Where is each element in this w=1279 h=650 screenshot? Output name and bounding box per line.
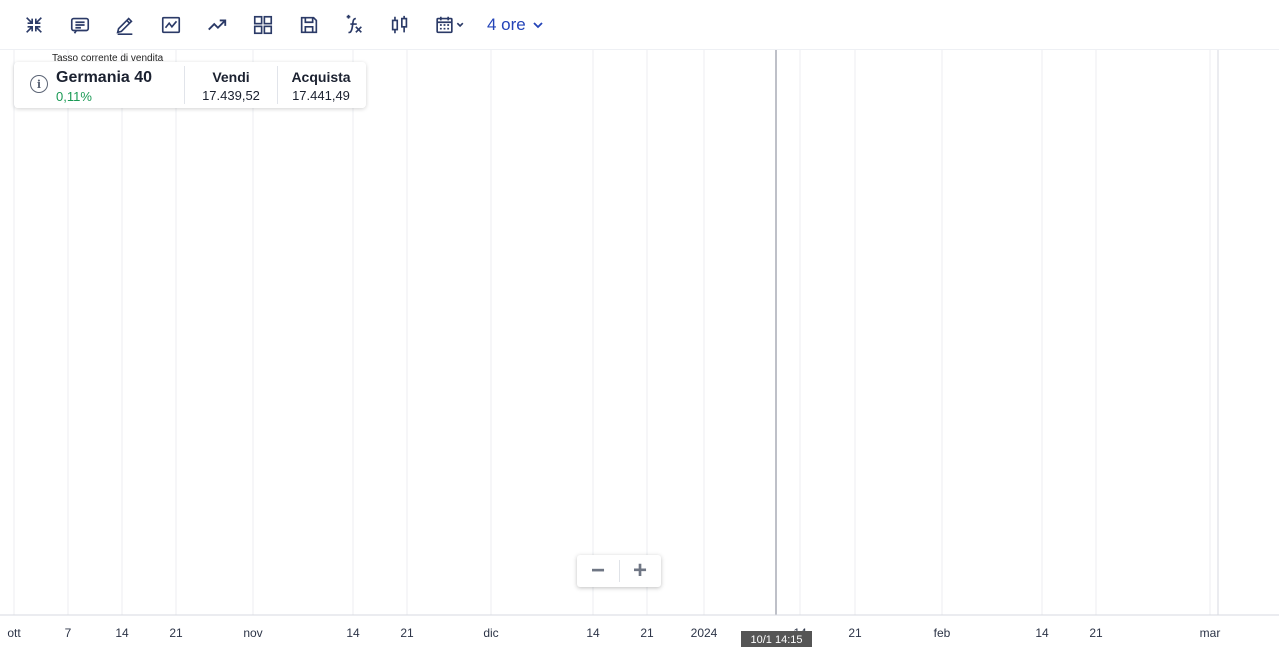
time-tick-label: dic: [483, 626, 498, 640]
crosshair-time-tag: 10/1 14:15: [751, 634, 803, 646]
notes-icon[interactable]: [63, 8, 97, 42]
panel-divider: [277, 66, 278, 104]
buy-label: Acquista: [291, 69, 351, 85]
time-tick-label: nov: [243, 626, 262, 640]
save-icon[interactable]: [292, 8, 326, 42]
time-tick-label: 21: [848, 626, 862, 640]
time-tick-label: 2024: [691, 626, 718, 640]
line-chart-icon[interactable]: [154, 8, 188, 42]
timeframe-label: 4 ore: [487, 15, 526, 34]
price-axis-bg: [1218, 50, 1279, 650]
calendar-icon[interactable]: [430, 8, 470, 42]
time-tick-label: ott: [7, 626, 21, 640]
chevron-down-icon: [533, 22, 543, 29]
instrument-name: Germania 40: [56, 69, 153, 86]
time-tick-label: 14: [1035, 626, 1049, 640]
time-tick-label: feb: [934, 626, 951, 640]
time-tick-label: 14: [346, 626, 360, 640]
zoom-in-button[interactable]: +: [632, 557, 647, 584]
time-tick-label: 14: [586, 626, 600, 640]
time-axis-bg: [0, 615, 1279, 650]
instrument-change: 0,11%: [56, 89, 92, 104]
zoom-out-button[interactable]: −: [590, 557, 605, 584]
draw-icon[interactable]: [108, 8, 142, 42]
info-icon[interactable]: i: [30, 75, 48, 93]
trend-icon[interactable]: [200, 8, 234, 42]
price-chart[interactable]: 14.735,0015.156,0015.577,0015.998,0016.4…: [0, 50, 1279, 650]
time-tick-label: 7: [65, 626, 72, 640]
candles-icon[interactable]: [383, 8, 417, 42]
chart-toolbar: 4 ore: [0, 0, 1279, 50]
time-tick-label: 21: [400, 626, 414, 640]
timeframe-selector[interactable]: 4 ore: [487, 9, 544, 41]
panel-caption: Tasso corrente di vendita: [52, 53, 164, 64]
time-tick-label: mar: [1200, 626, 1221, 640]
collapse-icon[interactable]: [17, 8, 51, 42]
instrument-panel: i Germania 40 0,11% Vendi 17.439,52 Acqu…: [14, 62, 366, 108]
sell-label: Vendi: [212, 69, 250, 85]
buy-price[interactable]: 17.441,49: [292, 88, 350, 103]
time-tick-label: 21: [1089, 626, 1103, 640]
layout-icon[interactable]: [246, 8, 280, 42]
crosshair-time-tag-bg: [741, 631, 812, 647]
grid: [13, 50, 1211, 615]
sell-price[interactable]: 17.439,52: [202, 88, 260, 103]
time-tick-label: 21: [169, 626, 183, 640]
indicators-icon[interactable]: [337, 8, 371, 42]
time-tick-label: 14: [115, 626, 129, 640]
panel-divider: [184, 66, 185, 104]
zoom-controls: − +: [577, 555, 661, 587]
time-tick-label: 21: [640, 626, 654, 640]
